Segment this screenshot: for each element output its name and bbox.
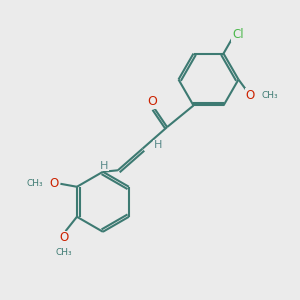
Text: Cl: Cl [232, 28, 244, 41]
Text: CH₃: CH₃ [26, 179, 43, 188]
Text: O: O [49, 177, 58, 190]
Text: CH₃: CH₃ [56, 248, 72, 257]
Text: O: O [59, 231, 69, 244]
Text: O: O [246, 89, 255, 102]
Text: H: H [100, 161, 109, 171]
Text: H: H [154, 140, 162, 150]
Text: O: O [147, 95, 157, 108]
Text: CH₃: CH₃ [261, 91, 278, 100]
